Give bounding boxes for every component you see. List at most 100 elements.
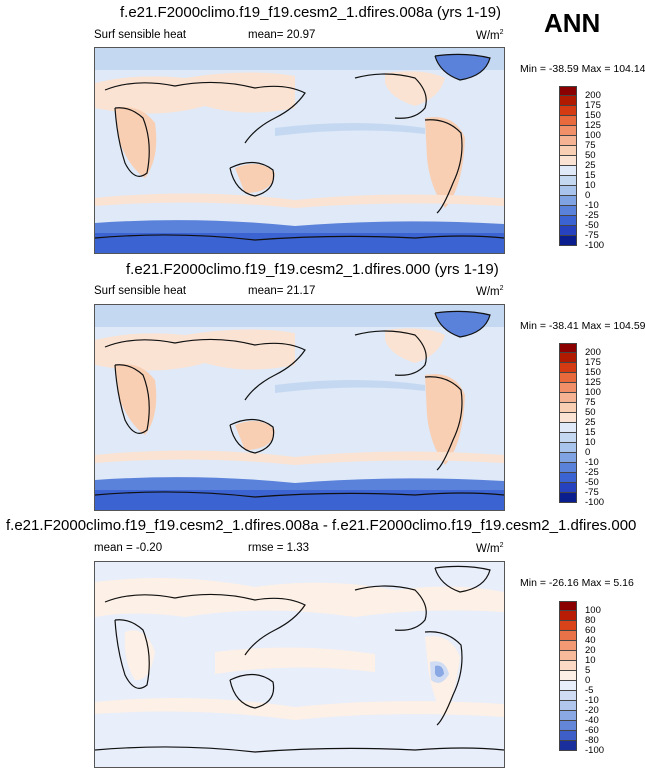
panel-3-tick: -80 [585,735,599,746]
panel-3-swatch [559,731,577,741]
panel-2-swatch [559,383,577,393]
panel-3-tick: 80 [585,615,596,626]
panel-2-tick: 75 [585,397,596,408]
panel-3-swatch [559,671,577,681]
panel-2-swatch [559,373,577,383]
panel-1-swatch [559,226,577,236]
panel-3-tick: -100 [585,745,605,756]
panel-1-tick: 125 [585,120,601,131]
panel-3-colorbar: 100 80 60 40 20 10 5 0 -5 -10 -20 -40 -6… [559,601,604,756]
panel-3-swatch [559,601,577,611]
panel-2-swatch [559,403,577,413]
panel-2-tick: 15 [585,427,596,438]
panel-1-tick: 100 [585,130,601,141]
panel-1-tick: 50 [585,150,596,161]
panel-1-map [94,47,505,254]
panel-3-tick: 20 [585,645,596,656]
panel-3-map [94,561,505,768]
panel-2-units: W/m2 [476,285,504,298]
panel-2-tick: -10 [585,457,599,468]
panel-3-swatch [559,641,577,651]
panel-3-swatch [559,621,577,631]
panel-3-swatch [559,711,577,721]
panel-2-tick: 100 [585,387,601,398]
panel-2-swatch [559,483,577,493]
panel-2-tick: 175 [585,357,601,368]
panel-3-units: W/m2 [476,542,504,555]
panel-1-swatch [559,236,577,246]
panel-1-tick: 10 [585,180,596,191]
panel-2-tick: 10 [585,437,596,448]
panel-1-swatch [559,126,577,136]
panel-1-swatch [559,156,577,166]
panel-3-tick: -40 [585,715,599,726]
panel-2-swatch [559,353,577,363]
panel-3-tick: 60 [585,625,596,636]
panel-2-swatch [559,343,577,353]
panel-2-swatch [559,363,577,373]
panel-1-units: W/m2 [476,29,504,42]
panel-1-swatch [559,96,577,106]
panel-2-map [94,304,505,511]
panel-3-swatch [559,651,577,661]
panel-2-tick: -75 [585,487,599,498]
panel-2-swatch [559,473,577,483]
panel-3-tick: 40 [585,635,596,646]
panel-3-swatch [559,741,577,751]
panel-3-tick: 5 [585,665,591,676]
panel-1-colorbar: 200 175 150 125 100 75 50 25 15 10 0 -10… [559,86,604,251]
panel-2-tick: 25 [585,417,596,428]
panel-3-rmse-label: rmse = 1.33 [248,542,310,554]
panel-1-tick: 0 [585,190,591,201]
panel-2-swatch [559,413,577,423]
panel-3-tick: 10 [585,655,596,666]
panel-1-mean-label: mean= 20.97 [248,29,316,41]
panel-3-tick: -10 [585,695,599,706]
season-label: ANN [544,8,601,38]
panel-1-tick: 15 [585,170,596,181]
panel-2-tick: 0 [585,447,591,458]
panel-2-swatch [559,443,577,453]
panel-3-swatch [559,701,577,711]
panel-1-swatch [559,216,577,226]
panel-1-swatch [559,136,577,146]
panel-1-tick: -25 [585,210,599,221]
panel-1-tick: -50 [585,220,599,231]
panel-2-variable-label: Surf sensible heat [94,285,187,297]
panel-3-mean-label: mean = -0.20 [94,542,163,554]
panel-1-swatch [559,166,577,176]
panel-1-tick: 25 [585,160,596,171]
panel-1-swatch [559,196,577,206]
panel-3-swatch [559,661,577,671]
panel-2-swatch [559,493,577,503]
panel-1-tick: 150 [585,110,601,121]
panel-1-tick: -100 [585,240,605,251]
panel-1-title: f.e21.F2000climo.f19_f19.cesm2_1.dfires.… [120,4,502,21]
panel-2-swatch [559,393,577,403]
panel-2-tick: 150 [585,367,601,378]
panel-2-mean-label: mean= 21.17 [248,285,316,297]
panel-2-tick: 50 [585,407,596,418]
panel-3-tick: -20 [585,705,599,716]
panel-1-tick: 75 [585,140,596,151]
panel-3-tick: 0 [585,675,591,686]
panel-2-tick: -100 [585,497,605,508]
panel-3-swatch [559,691,577,701]
panel-1-swatch [559,86,577,96]
panel-2-swatch [559,453,577,463]
panel-1-swatch [559,106,577,116]
panel-3-swatch [559,721,577,731]
panel-3-swatch [559,631,577,641]
panel-3-minmax: Min = -26.16 Max = 5.16 [520,577,634,589]
panel-1-swatch [559,186,577,196]
panel-2-swatch [559,463,577,473]
panel-1-tick: 175 [585,100,601,111]
panel-2-minmax: Min = -38.41 Max = 104.59 [520,320,645,332]
panel-3-tick: 100 [585,605,601,616]
panel-2-colorbar: 200 175 150 125 100 75 50 25 15 10 0 -10… [559,343,604,508]
panel-2-tick: 200 [585,347,601,358]
panel-1-variable-label: Surf sensible heat [94,29,187,41]
panel-1-swatch [559,206,577,216]
panel-1-swatch [559,146,577,156]
panel-1-tick: 200 [585,90,601,101]
